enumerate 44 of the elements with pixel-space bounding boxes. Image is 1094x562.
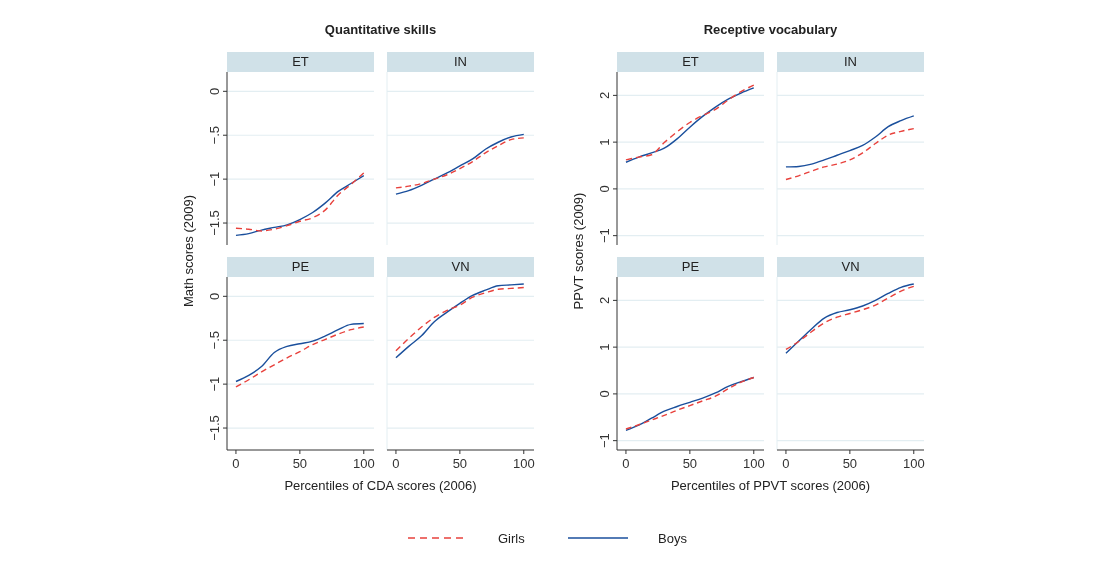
text: Receptive vocabulary <box>703 22 839 37</box>
x-tick-label: 100 <box>352 456 375 471</box>
x-axis-title: Percentiles of CDA scores (2006) <box>284 478 477 493</box>
x-tick-label: 100 <box>902 456 925 471</box>
y-axis-title: Math scores (2009) <box>181 195 196 307</box>
x-tick-label: 50 <box>842 456 858 471</box>
y-tick-label: −1.5 <box>207 415 222 441</box>
y-tick-label: 0 <box>207 87 222 95</box>
chart-title: VN <box>451 259 470 274</box>
y-tick-label: −1 <box>597 228 612 244</box>
chart-title: ET <box>292 54 309 69</box>
chart-title: ET <box>682 54 699 69</box>
chart-title: IN <box>844 54 857 69</box>
y-tick-label: 0 <box>597 390 612 398</box>
y-tick-label: −.5 <box>207 331 222 350</box>
x-tick-label: 0 <box>392 456 400 471</box>
x-tick-label: 50 <box>682 456 698 471</box>
x-tick-label: 0 <box>782 456 790 471</box>
x-axis-title: Percentiles of PPVT scores (2006) <box>670 478 871 493</box>
y-tick-label: 0 <box>207 292 222 300</box>
x-tick-label: 50 <box>292 456 308 471</box>
x-tick-label: 0 <box>232 456 240 471</box>
y-tick-label: −.5 <box>207 126 222 145</box>
y-tick-label: −1.5 <box>207 210 222 236</box>
x-tick-label: 100 <box>742 456 765 471</box>
y-tick-label: −1 <box>207 376 222 392</box>
x-tick-label: 100 <box>512 456 535 471</box>
x-tick-label: 0 <box>622 456 630 471</box>
y-tick-label: 1 <box>597 138 612 146</box>
y-tick-label: −1 <box>207 171 222 187</box>
y-tick-label: −1 <box>597 433 612 449</box>
y-axis-title: PPVT scores (2009) <box>571 192 586 310</box>
text: Quantitative skills <box>324 22 437 37</box>
x-tick-label: 50 <box>452 456 468 471</box>
chart-title: PE <box>681 259 700 274</box>
y-tick-label: 1 <box>597 343 612 351</box>
chart-title: IN <box>454 54 467 69</box>
chart-title: PE <box>291 259 310 274</box>
y-tick-label: 2 <box>597 296 612 304</box>
legend-label: Girls <box>498 531 526 546</box>
y-tick-label: 2 <box>597 91 612 99</box>
y-tick-label: 0 <box>597 185 612 193</box>
legend-label: Boys <box>658 531 688 546</box>
chart-title: VN <box>841 259 860 274</box>
